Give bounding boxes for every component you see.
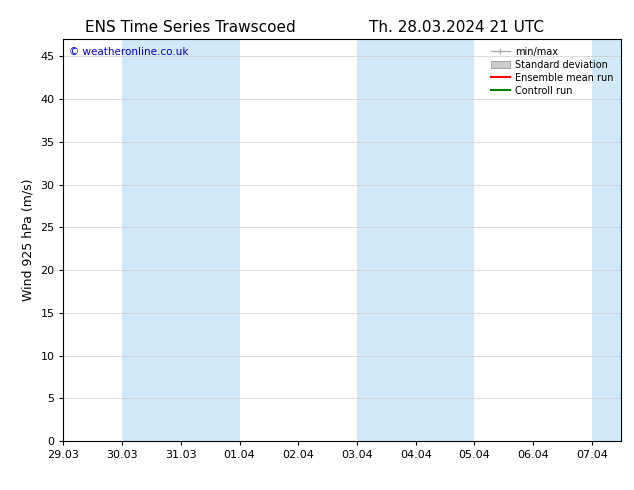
- Bar: [592, 39, 621, 441]
- Text: ENS Time Series Trawscoed: ENS Time Series Trawscoed: [85, 20, 295, 35]
- Legend: min/max, Standard deviation, Ensemble mean run, Controll run: min/max, Standard deviation, Ensemble me…: [488, 44, 616, 98]
- Bar: [122, 39, 240, 441]
- Bar: [357, 39, 474, 441]
- Y-axis label: Wind 925 hPa (m/s): Wind 925 hPa (m/s): [22, 179, 35, 301]
- Text: © weatheronline.co.uk: © weatheronline.co.uk: [69, 47, 188, 57]
- Text: Th. 28.03.2024 21 UTC: Th. 28.03.2024 21 UTC: [369, 20, 544, 35]
